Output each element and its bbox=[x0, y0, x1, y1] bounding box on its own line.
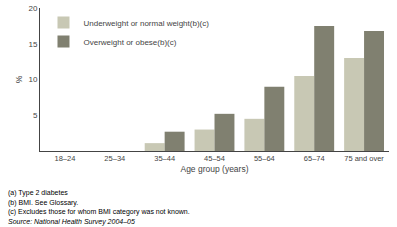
svg-text:Overweight or obese(b)(c): Overweight or obese(b)(c) bbox=[83, 38, 176, 47]
svg-text:%: % bbox=[14, 75, 24, 83]
svg-text:75 and over: 75 and over bbox=[344, 154, 384, 163]
svg-text:(b) BMI. See Glossary.: (b) BMI. See Glossary. bbox=[8, 199, 78, 207]
svg-text:Age group (years): Age group (years) bbox=[180, 164, 248, 174]
svg-text:25–34: 25–34 bbox=[104, 154, 125, 163]
svg-text:18–24: 18–24 bbox=[55, 154, 76, 163]
svg-text:(a) Type 2 diabetes: (a) Type 2 diabetes bbox=[8, 189, 68, 197]
svg-text:Source: National Health Survey: Source: National Health Survey 2004–05 bbox=[8, 218, 135, 226]
svg-text:55–64: 55–64 bbox=[254, 154, 275, 163]
svg-text:15: 15 bbox=[28, 40, 37, 49]
svg-text:10: 10 bbox=[28, 75, 37, 84]
svg-text:Underweight or normal weight(b: Underweight or normal weight(b)(c) bbox=[83, 19, 209, 28]
svg-text:20: 20 bbox=[28, 4, 37, 13]
svg-text:5: 5 bbox=[33, 111, 38, 120]
svg-text:65–74: 65–74 bbox=[304, 154, 325, 163]
svg-text:(c) Excludes those for whom BM: (c) Excludes those for whom BMI category… bbox=[8, 208, 190, 216]
svg-text:35–44: 35–44 bbox=[154, 154, 175, 163]
svg-text:45–54: 45–54 bbox=[204, 154, 225, 163]
